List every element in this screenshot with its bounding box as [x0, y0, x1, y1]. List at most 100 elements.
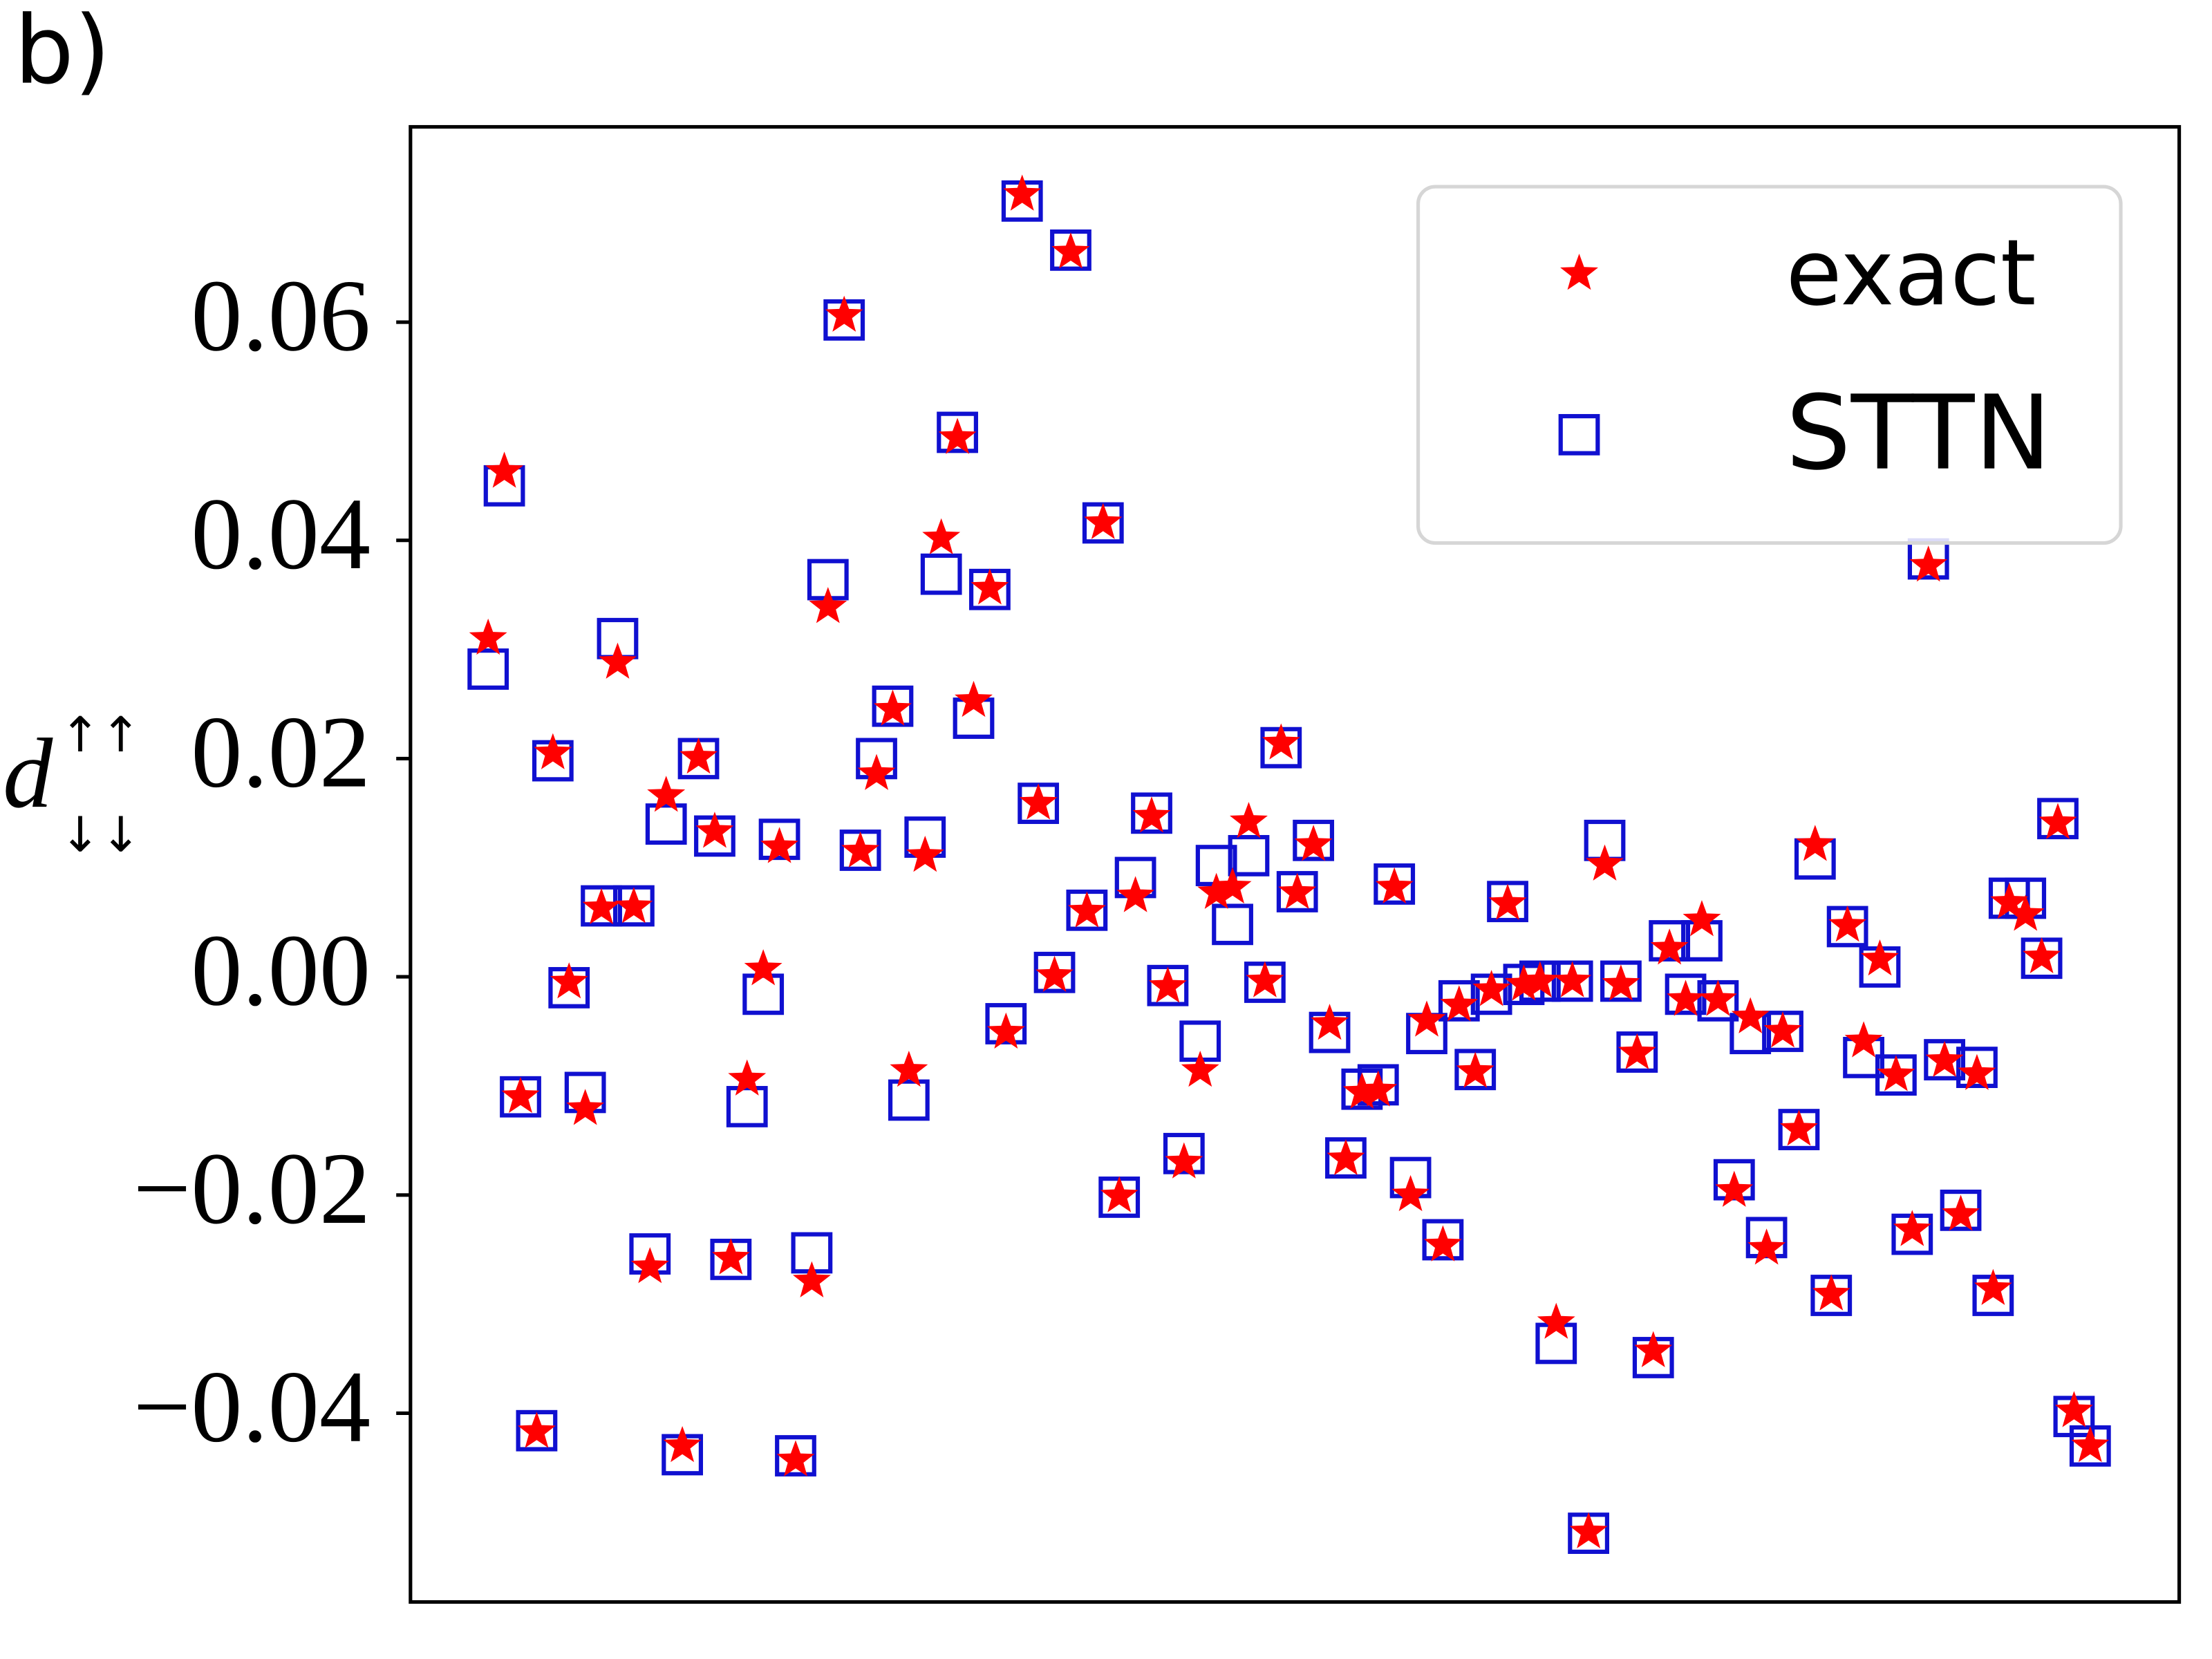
- square-marker: [1131, 792, 1172, 834]
- chart-title: b): [15, 0, 111, 106]
- square-marker: [742, 973, 785, 1015]
- star-marker: [1197, 872, 1236, 909]
- star-marker: [517, 1412, 556, 1448]
- star-marker: [841, 831, 880, 868]
- square-marker: [645, 803, 687, 845]
- star-marker: [1488, 883, 1527, 920]
- star-marker: [792, 1261, 831, 1297]
- star-marker: [1472, 970, 1511, 1006]
- square-marker: [775, 1435, 816, 1477]
- y-axis-label: d ↑↑ ↓↓: [3, 706, 141, 863]
- y-label-sup: ↑↑: [60, 706, 141, 763]
- star-marker: [469, 618, 507, 655]
- star-marker: [2023, 937, 2061, 974]
- square-marker: [1228, 834, 1270, 877]
- square-marker: [467, 648, 509, 690]
- star-marker: [1294, 825, 1333, 861]
- square-marker: [1163, 1132, 1205, 1174]
- y-tick-label: 0.04: [191, 478, 371, 591]
- star-marker: [1311, 1004, 1349, 1040]
- star-marker: [1342, 1072, 1381, 1109]
- legend-marker: [1560, 254, 1598, 290]
- star-marker: [955, 680, 993, 718]
- star-marker: [1375, 867, 1414, 904]
- star-marker: [1698, 980, 1737, 1016]
- star-marker: [1586, 844, 1624, 881]
- square-marker: [581, 885, 622, 927]
- square-marker: [758, 818, 800, 861]
- star-marker: [1019, 783, 1058, 820]
- star-marker: [1230, 802, 1268, 838]
- star-marker: [1246, 961, 1284, 997]
- y-tick-label: −0.04: [133, 1351, 371, 1464]
- star-marker: [1553, 961, 1592, 997]
- star-marker: [1278, 872, 1317, 909]
- star-marker: [744, 949, 782, 986]
- star-marker: [857, 753, 896, 790]
- star-marker: [679, 737, 718, 774]
- marks: [467, 174, 2111, 1554]
- star-marker: [582, 888, 621, 925]
- square-marker: [888, 1079, 930, 1121]
- star-marker: [1067, 891, 1106, 928]
- star-marker: [1537, 1302, 1575, 1339]
- star-marker: [1165, 1142, 1203, 1179]
- star-marker: [1391, 1174, 1430, 1212]
- y-label-base: d: [3, 718, 53, 829]
- square-marker: [1033, 951, 1076, 993]
- square-marker: [1956, 1047, 1998, 1088]
- square-marker: [872, 685, 914, 727]
- star-marker: [2038, 803, 2077, 839]
- star-marker: [711, 1238, 750, 1275]
- star-marker: [1618, 1033, 1656, 1069]
- star-marker: [1148, 966, 1187, 1003]
- star-marker: [1505, 964, 1543, 1001]
- star-marker: [1634, 1331, 1673, 1367]
- star-marker: [1602, 964, 1640, 1001]
- star-marker: [1796, 825, 1835, 861]
- square-marker: [1940, 1189, 1982, 1231]
- star-marker: [1877, 1055, 1915, 1091]
- star-marker: [501, 1076, 540, 1114]
- star-marker: [825, 295, 863, 332]
- square-marker: [937, 411, 978, 453]
- star-marker: [1035, 955, 1074, 992]
- star-marker: [485, 451, 524, 488]
- star-marker: [1925, 1040, 1964, 1077]
- square-marker: [920, 553, 962, 595]
- square-marker: [1487, 881, 1528, 923]
- square-marker: [1212, 903, 1253, 946]
- legend-label: STTN: [1786, 374, 2052, 494]
- star-marker: [1407, 1000, 1446, 1037]
- square-marker: [2037, 798, 2079, 840]
- star-marker: [986, 1012, 1025, 1049]
- star-marker: [906, 836, 944, 872]
- star-marker: [1683, 900, 1721, 937]
- square-marker: [1374, 863, 1416, 905]
- star-marker: [1084, 503, 1123, 539]
- star-marker: [615, 887, 653, 924]
- star-marker: [1893, 1210, 1931, 1246]
- star-marker: [1262, 723, 1300, 760]
- star-marker: [1051, 232, 1090, 269]
- star-marker: [1861, 939, 1899, 976]
- star-marker: [728, 1059, 767, 1096]
- square-marker: [1438, 980, 1480, 1022]
- star-marker: [2054, 1391, 2093, 1427]
- y-label-sub: ↓↓: [60, 806, 141, 863]
- star-marker: [760, 827, 799, 863]
- star-marker: [1132, 796, 1171, 833]
- star-marker: [1974, 1268, 2012, 1305]
- star-marker: [1828, 906, 1867, 942]
- y-tick-label: 0.00: [191, 914, 371, 1027]
- star-marker: [1181, 1050, 1219, 1087]
- square-marker: [726, 1086, 768, 1127]
- plot-frame: [409, 124, 2182, 1604]
- star-marker: [1667, 980, 1705, 1016]
- star-marker: [566, 1089, 605, 1125]
- star-marker: [599, 642, 637, 679]
- legend-label: exact: [1786, 221, 2036, 326]
- legend-marker: [1558, 413, 1600, 456]
